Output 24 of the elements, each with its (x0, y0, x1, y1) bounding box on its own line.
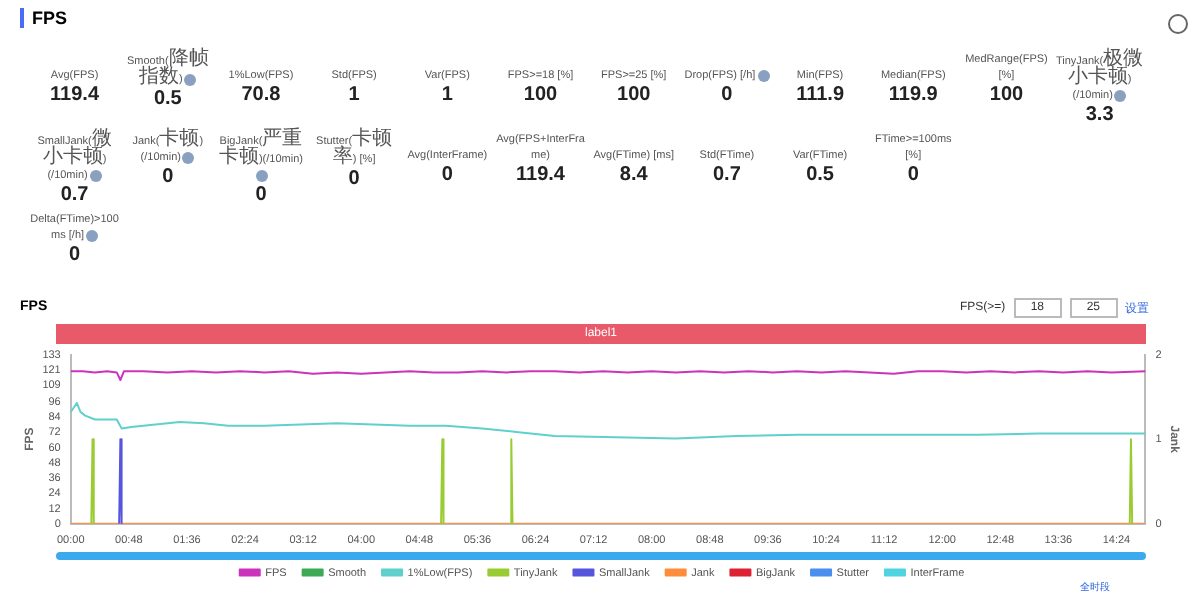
text: 3.3 (1083, 104, 1116, 126)
text: 0 (905, 164, 921, 186)
text: 0 (67, 244, 83, 266)
text: 0 (253, 184, 269, 206)
text: FPS (20, 8, 68, 28)
text: 1 (346, 84, 362, 106)
text: 119.4 (514, 164, 567, 186)
text: 111.9 (794, 84, 846, 106)
text: 0 (160, 166, 176, 188)
text: 0 (439, 164, 455, 186)
text: 8.4 (617, 164, 650, 186)
text: 100 (521, 84, 560, 106)
text: 119.9 (886, 84, 940, 106)
text: 0 (719, 84, 735, 106)
text: 0 (346, 168, 362, 190)
text: 0.5 (804, 164, 836, 186)
text: 0.7 (711, 164, 743, 186)
text: 0.5 (151, 88, 184, 110)
text: 100 (987, 84, 1026, 106)
text: 119.4 (48, 84, 102, 106)
text: 0.7 (58, 184, 91, 206)
text: 70.8 (239, 84, 283, 106)
text: 1 (439, 84, 455, 106)
text: 100 (615, 84, 653, 106)
